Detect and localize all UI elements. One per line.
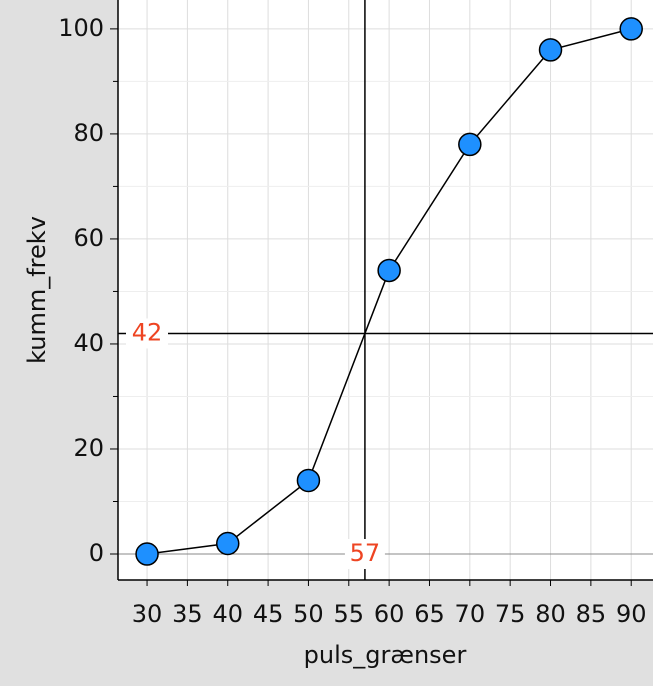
data-point bbox=[215, 531, 240, 556]
x-tick-label: 80 bbox=[535, 600, 566, 628]
x-tick-label: 75 bbox=[495, 600, 526, 628]
label-background bbox=[126, 318, 168, 349]
x-tick-label: 55 bbox=[334, 600, 365, 628]
data-point bbox=[458, 132, 482, 157]
y-axis-label: kumm_frekv bbox=[23, 216, 51, 364]
x-tick-label: 85 bbox=[576, 600, 607, 628]
data-point bbox=[377, 258, 401, 283]
x-tick-label: 70 bbox=[455, 600, 486, 628]
x-tick-label: 40 bbox=[212, 600, 243, 628]
y-tick-label: 40 bbox=[73, 329, 104, 357]
x-tick-label: 50 bbox=[293, 600, 324, 628]
data-point bbox=[538, 38, 563, 62]
x-axis-label: puls_grænser bbox=[304, 641, 467, 669]
data-point bbox=[619, 17, 643, 41]
y-tick-label: 0 bbox=[89, 539, 104, 567]
x-tick-label: 90 bbox=[616, 600, 647, 628]
y-tick-label: 100 bbox=[58, 14, 104, 42]
y-tick-label: 80 bbox=[73, 119, 104, 147]
x-tick-label: 65 bbox=[414, 600, 445, 628]
reference-label: 42 bbox=[132, 318, 163, 346]
plot-area bbox=[118, 0, 653, 580]
x-tick-label: 60 bbox=[374, 600, 405, 628]
data-point bbox=[135, 542, 159, 566]
x-tick-label: 30 bbox=[132, 600, 163, 628]
label-background bbox=[344, 539, 385, 570]
x-tick-label: 35 bbox=[172, 600, 203, 628]
y-tick-label: 60 bbox=[73, 224, 104, 252]
x-tick-label: 45 bbox=[253, 600, 284, 628]
y-tick-label: 20 bbox=[73, 434, 104, 462]
data-point bbox=[296, 468, 321, 493]
reference-label: 57 bbox=[350, 539, 381, 567]
